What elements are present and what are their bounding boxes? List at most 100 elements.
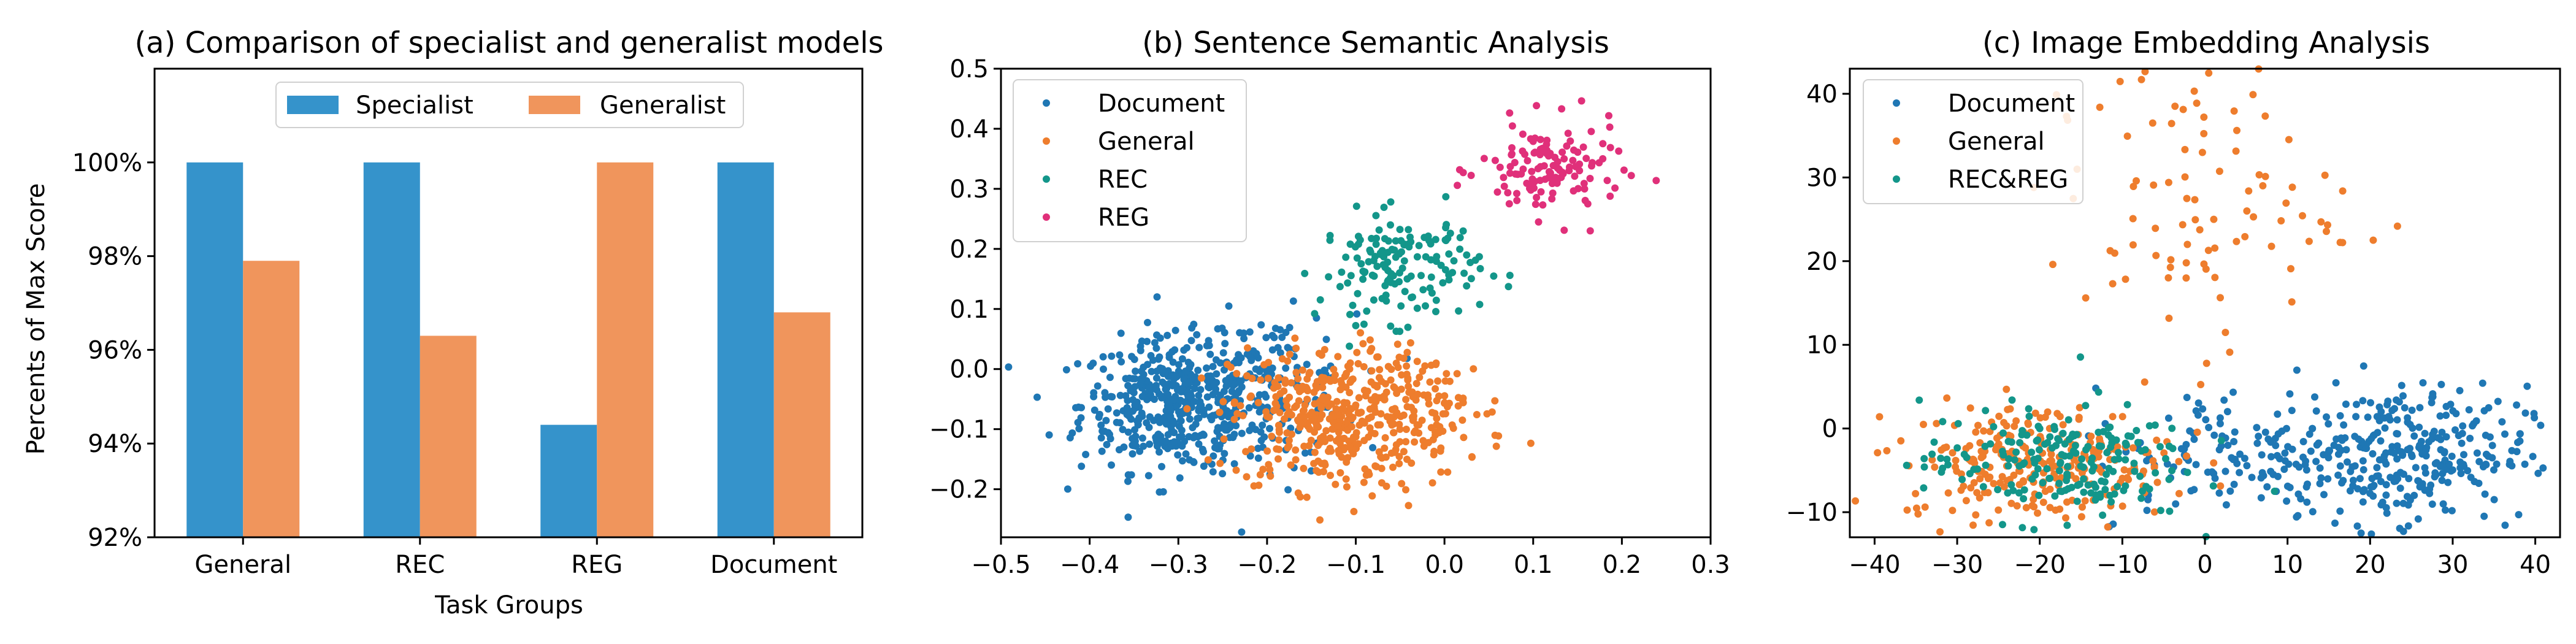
- panel-c-point-general: [2193, 99, 2201, 107]
- panel-c-point-document: [2377, 437, 2385, 445]
- panel-b-point-general: [1377, 410, 1385, 418]
- panel-b-point-document: [1240, 329, 1248, 337]
- panel-c-point-general: [1957, 486, 1965, 494]
- panel-c-point-general: [2171, 102, 2179, 110]
- panel-b-point-reg: [1500, 174, 1508, 182]
- panel-b-point-document: [1165, 401, 1173, 408]
- panel-b-point-document: [1244, 350, 1252, 358]
- panel-b-point-document: [1170, 419, 1178, 427]
- panel-b-point-rec: [1475, 253, 1483, 261]
- panel-c-point-rec-reg: [2166, 507, 2174, 515]
- panel-c-point-document: [2369, 483, 2377, 491]
- legend-swatch-generalist: [529, 96, 580, 114]
- panel-c-point-rec-reg: [2136, 472, 2144, 480]
- panel-c-point-general: [2215, 167, 2223, 175]
- panel-b-point-reg: [1506, 169, 1514, 177]
- panel-b-point-general: [1527, 439, 1535, 447]
- panel-c-point-document: [2388, 443, 2396, 451]
- panel-b-point-rec: [1505, 283, 1512, 291]
- x-tick-label-general: General: [194, 551, 291, 579]
- panel-c-point-document: [2383, 401, 2391, 408]
- panel-b-point-document: [1153, 367, 1161, 375]
- panel-c-point-general: [1966, 442, 1974, 450]
- panel-b-point-general: [1349, 450, 1357, 458]
- panel-b-point-document: [1175, 423, 1183, 431]
- panel-b-point-general: [1287, 411, 1295, 419]
- panel-c-point-document: [2353, 522, 2361, 530]
- panel-b-point-document: [1104, 429, 1112, 437]
- panel-b-point-document: [1194, 366, 1202, 374]
- panel-b-point-rec: [1400, 257, 1408, 265]
- panel-c-point-document: [2281, 457, 2289, 465]
- y-tick-label: 0.5: [949, 55, 989, 83]
- panel-b-point-document: [1062, 366, 1070, 374]
- panel-b-point-document: [1154, 431, 1162, 438]
- panel-c-point-rec-reg: [1954, 420, 1962, 427]
- x-tick-label: 10: [2272, 551, 2303, 579]
- panel-c-point-document: [2283, 482, 2291, 490]
- x-tick-label: −0.3: [1149, 551, 1208, 579]
- panel-c-point-document: [2431, 469, 2439, 477]
- panel-c-point-general: [2339, 187, 2347, 195]
- x-tick-label-rec: REC: [395, 551, 445, 579]
- panel-a-x-axis-label: Task Groups: [434, 591, 583, 619]
- panel-c-point-document: [2316, 464, 2324, 472]
- panel-b-point-document: [1100, 365, 1107, 373]
- panel-c-point-rec-reg: [2168, 467, 2176, 475]
- panel-b-point-general: [1305, 442, 1313, 450]
- panel-b-point-general: [1344, 454, 1352, 462]
- panel-c-point-general: [1914, 510, 1922, 518]
- panel-c-point-general: [2072, 475, 2080, 483]
- panel-b-point-general: [1437, 468, 1445, 476]
- panel-c-point-rec-reg: [2115, 455, 2123, 463]
- panel-b-point-document: [1176, 396, 1184, 404]
- panel-b-point-general: [1313, 423, 1321, 431]
- panel-c-point-general: [2137, 75, 2145, 83]
- panel-c-point-document: [2393, 455, 2401, 463]
- legend-marker-rec-reg: [1893, 175, 1900, 183]
- panel-c-point-general: [1969, 521, 1977, 529]
- panel-c-point-rec-reg: [2018, 524, 2026, 532]
- panel-b-point-document: [1246, 328, 1254, 336]
- legend-marker-reg: [1043, 213, 1050, 221]
- panel-c-point-rec-reg: [2114, 448, 2122, 456]
- panel-b-point-general: [1398, 371, 1406, 379]
- panel-b-point-document: [1103, 440, 1111, 448]
- panel-c-point-rec-reg: [2271, 488, 2279, 495]
- legend-marker-document: [1893, 99, 1900, 107]
- panel-c-point-document: [2215, 489, 2223, 497]
- panel-c-point-rec-reg: [2031, 459, 2039, 467]
- panel-b-point-rec: [1370, 272, 1378, 280]
- panel-b-point-document: [1192, 420, 1200, 428]
- panel-b-point-document: [1158, 462, 1165, 470]
- panel-c-point-general: [2200, 113, 2208, 121]
- panel-c-point-general: [2013, 502, 2021, 510]
- panel-b-point-rec: [1417, 272, 1425, 280]
- panel-c-point-general: [2166, 263, 2174, 271]
- panel-b-point-general: [1274, 383, 1282, 390]
- x-tick-label: 0.3: [1691, 551, 1730, 579]
- y-tick-label: 0.1: [949, 296, 989, 324]
- panel-b-point-general: [1392, 359, 1400, 367]
- panel-b-point-document: [1248, 421, 1256, 429]
- panel-b-point-document: [1108, 352, 1116, 360]
- panel-b-point-rec: [1467, 275, 1475, 283]
- panel-c-point-document: [2261, 428, 2269, 436]
- panel-b-point-document: [1124, 397, 1132, 404]
- panel-c-point-document: [2394, 475, 2402, 483]
- x-tick-label: 20: [2355, 551, 2386, 579]
- legend-label-reg: REG: [1098, 204, 1149, 232]
- panel-b-point-document: [1204, 372, 1212, 380]
- panel-b-point-general: [1349, 375, 1357, 383]
- panel-b-point-general: [1337, 377, 1345, 385]
- panel-c-point-general: [2049, 261, 2057, 269]
- panel-b-point-document: [1138, 434, 1146, 442]
- panel-b-point-general: [1247, 392, 1255, 400]
- panel-b-point-document: [1152, 374, 1160, 382]
- panel-b-point-reg: [1531, 148, 1539, 156]
- panel-c-axes-frame: [1849, 67, 2561, 539]
- panel-b-point-reg: [1586, 175, 1594, 182]
- panel-c-point-document: [2316, 480, 2324, 488]
- panel-b-point-document: [1209, 452, 1217, 460]
- panel-c-point-general: [2129, 215, 2137, 223]
